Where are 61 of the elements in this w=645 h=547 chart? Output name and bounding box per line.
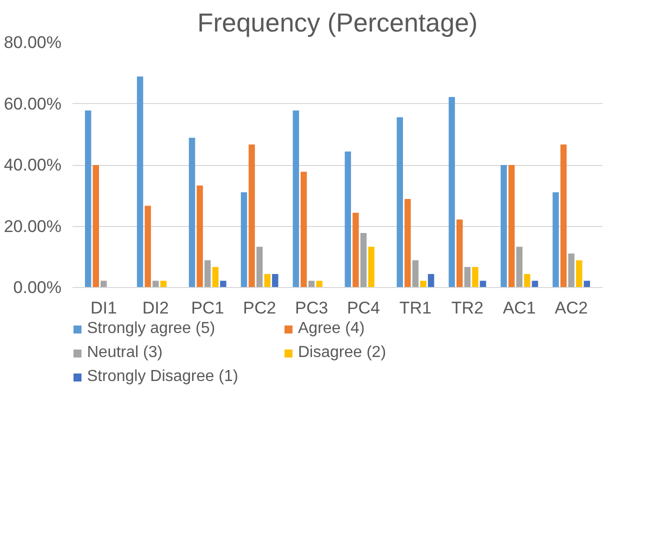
bar [212, 266, 219, 288]
bar [248, 144, 255, 288]
bar [368, 246, 374, 288]
y-tick-label: 60.00% [4, 94, 62, 114]
bar [196, 186, 203, 288]
bar [136, 76, 144, 288]
bar [516, 246, 522, 288]
bar [100, 280, 107, 288]
bar [300, 172, 307, 288]
x-tick-label: AC1 [502, 298, 536, 318]
bar [264, 274, 270, 288]
bar [92, 165, 99, 288]
bar [396, 117, 403, 288]
x-tick-label: DI2 [142, 298, 169, 318]
x-tick-label: TR2 [451, 298, 484, 318]
y-tick-label: 40.00% [4, 156, 62, 174]
bar [360, 232, 367, 288]
bar [344, 152, 352, 288]
bar [352, 212, 359, 288]
legend-label: Disagree (2) [298, 344, 388, 362]
y-tick-label: 0.00% [13, 278, 62, 297]
legend-label: Strongly agree (5) [87, 320, 216, 338]
bar [456, 220, 463, 288]
legend-label: Neutral (3) [87, 344, 164, 362]
bar [188, 138, 196, 288]
bar [552, 192, 559, 288]
bar [220, 280, 226, 288]
legend-label: Agree (4) [298, 320, 366, 338]
bar [428, 274, 434, 288]
chart-title: Frequency (Percentage) [197, 8, 478, 38]
bar [292, 110, 300, 288]
bar [404, 198, 411, 288]
bar [240, 192, 248, 288]
bar [568, 254, 574, 288]
legend-label: Strongly Disagree (1) [87, 368, 240, 386]
bar [576, 260, 582, 288]
bar [204, 260, 211, 288]
bar [472, 266, 478, 288]
bar [412, 260, 419, 288]
bar [316, 280, 322, 288]
x-tick-label: PC4 [346, 298, 380, 318]
bar [560, 144, 567, 288]
bar [84, 110, 92, 288]
y-tick-label: 80.00% [4, 33, 62, 52]
bar [524, 274, 530, 288]
bar [144, 206, 151, 288]
bar [420, 280, 426, 288]
x-tick-label: AC2 [554, 298, 588, 318]
bar [152, 280, 159, 288]
bar [256, 246, 263, 288]
x-tick-label: DI1 [90, 298, 117, 318]
bar [508, 165, 515, 288]
bar [464, 266, 471, 288]
x-tick-label: TR1 [399, 298, 432, 318]
x-tick-label: PC3 [294, 298, 328, 318]
x-tick-label: PC1 [191, 298, 224, 318]
bar [272, 274, 278, 288]
bar [448, 97, 455, 288]
bar [500, 165, 507, 288]
y-tick-label: 20.00% [4, 216, 62, 236]
x-tick-label: PC2 [243, 298, 276, 318]
